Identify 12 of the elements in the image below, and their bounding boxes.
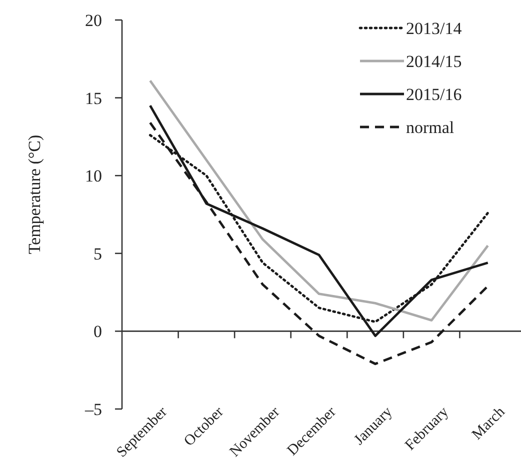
y-tick-label: 0: [94, 322, 102, 342]
legend-label: 2014/15: [406, 52, 462, 71]
legend-label: 2015/16: [406, 84, 462, 104]
y-tick-label: 20: [85, 10, 102, 30]
y-tick-label: 15: [85, 88, 102, 108]
legend-label: normal: [406, 118, 454, 137]
y-tick-label: 5: [94, 244, 102, 264]
y-tick-label: –5: [84, 400, 102, 419]
y-axis-title: Temperature (°C): [25, 134, 44, 254]
line-series: [148, 79, 490, 322]
legend-label: 2013/14: [406, 18, 462, 38]
y-tick-label: 10: [85, 166, 102, 186]
